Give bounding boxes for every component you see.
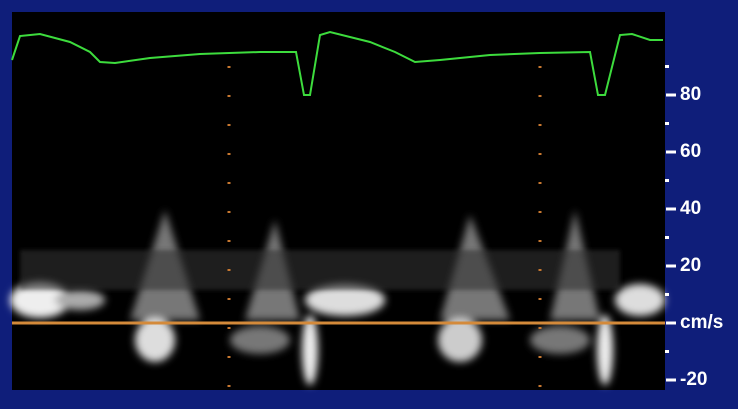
ecg-trace [11,30,663,96]
scale-label: 40 [680,198,701,219]
scale-label: cm/s [680,312,723,333]
velocity-scale: 80 60 40 20 cm/s -20 [665,65,723,390]
scale-label: 60 [680,141,701,162]
scale-label: 20 [680,255,701,276]
scale-label: -20 [680,369,707,390]
spectrum-speckle [20,250,620,290]
scale-label: 80 [680,84,701,105]
